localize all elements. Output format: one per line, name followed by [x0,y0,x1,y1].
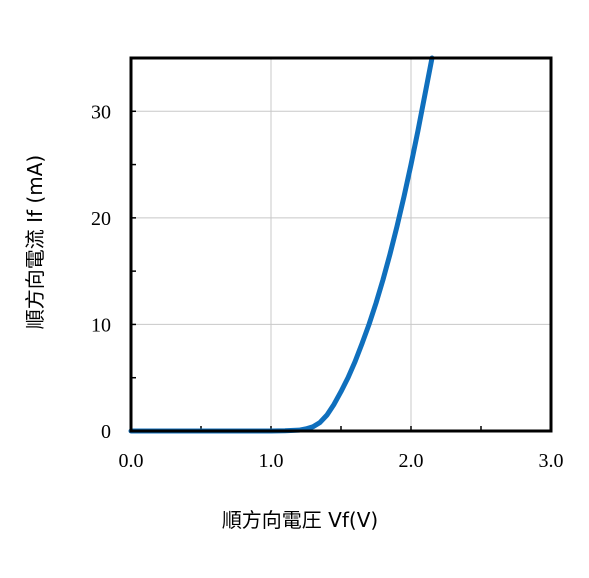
x-tick-labels: 0.0 1.0 2.0 3.0 [119,450,564,472]
x-tick-label: 0.0 [119,450,144,472]
y-tick-labels: 0 10 20 30 [91,101,111,443]
y-tick-label: 30 [91,101,111,123]
minor-ticks [130,57,552,432]
plot-frame [129,56,553,433]
x-tick-label: 1.0 [259,450,284,472]
y-axis-title: 順方向電流 If (mA) [23,155,47,329]
x-tick-label: 2.0 [399,450,424,472]
grid [131,58,551,431]
y-tick-label: 10 [91,314,111,336]
x-tick-label: 3.0 [539,450,564,472]
x-axis-title: 順方向電圧 Vf(V) [222,508,378,532]
series-line [128,55,435,434]
y-tick-label: 0 [101,421,111,443]
y-tick-label: 20 [91,208,111,230]
